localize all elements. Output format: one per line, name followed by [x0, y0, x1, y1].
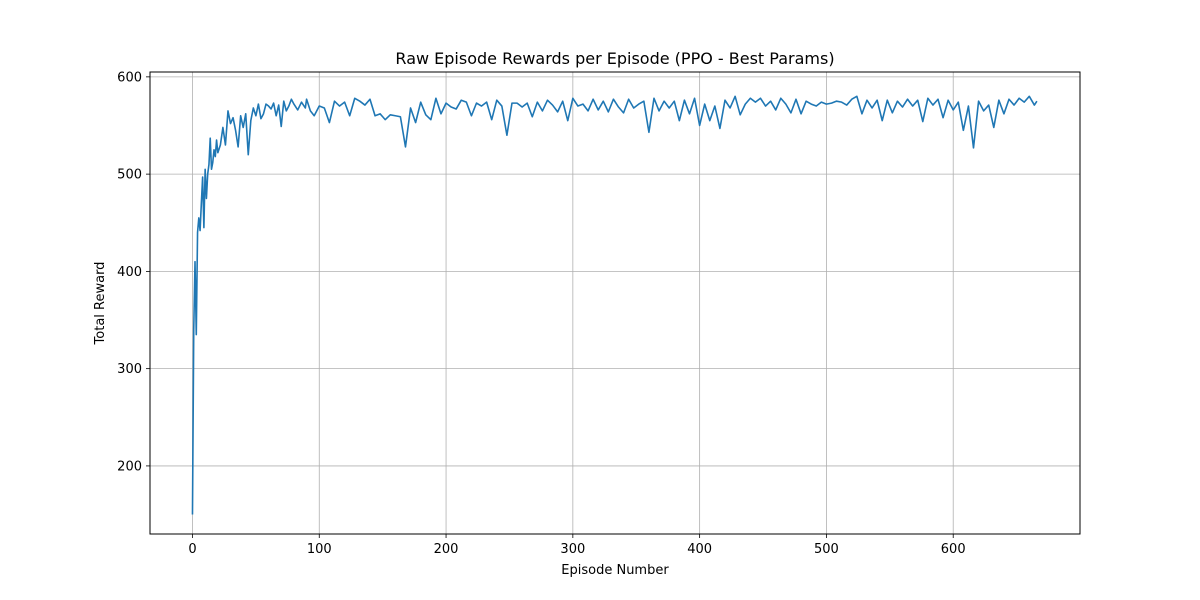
x-tick-label: 600 — [941, 542, 966, 557]
y-tick-label: 500 — [117, 168, 142, 183]
y-axis-label: Total Reward — [93, 262, 108, 346]
x-tick-label: 0 — [188, 542, 196, 557]
y-axis-ticks: 200 300 400 500 600 — [117, 70, 150, 474]
x-axis-label: Episode Number — [561, 563, 669, 578]
plot-area-frame — [149, 71, 1081, 535]
chart-title: Raw Episode Rewards per Episode (PPO - B… — [395, 49, 834, 68]
x-tick-label: 100 — [307, 542, 332, 557]
y-tick-label: 400 — [117, 265, 142, 280]
x-axis-ticks: 0 100 200 300 400 500 600 — [188, 534, 966, 557]
x-tick-label: 500 — [814, 542, 839, 557]
y-tick-label: 200 — [117, 459, 142, 474]
x-tick-label: 300 — [560, 542, 585, 557]
y-tick-label: 600 — [117, 70, 142, 85]
series-line — [191, 95, 1038, 515]
grid — [150, 72, 1080, 534]
series-layer — [191, 95, 1038, 515]
y-tick-label: 300 — [117, 362, 142, 377]
x-tick-label: 200 — [434, 542, 459, 557]
x-tick-label: 400 — [687, 542, 712, 557]
